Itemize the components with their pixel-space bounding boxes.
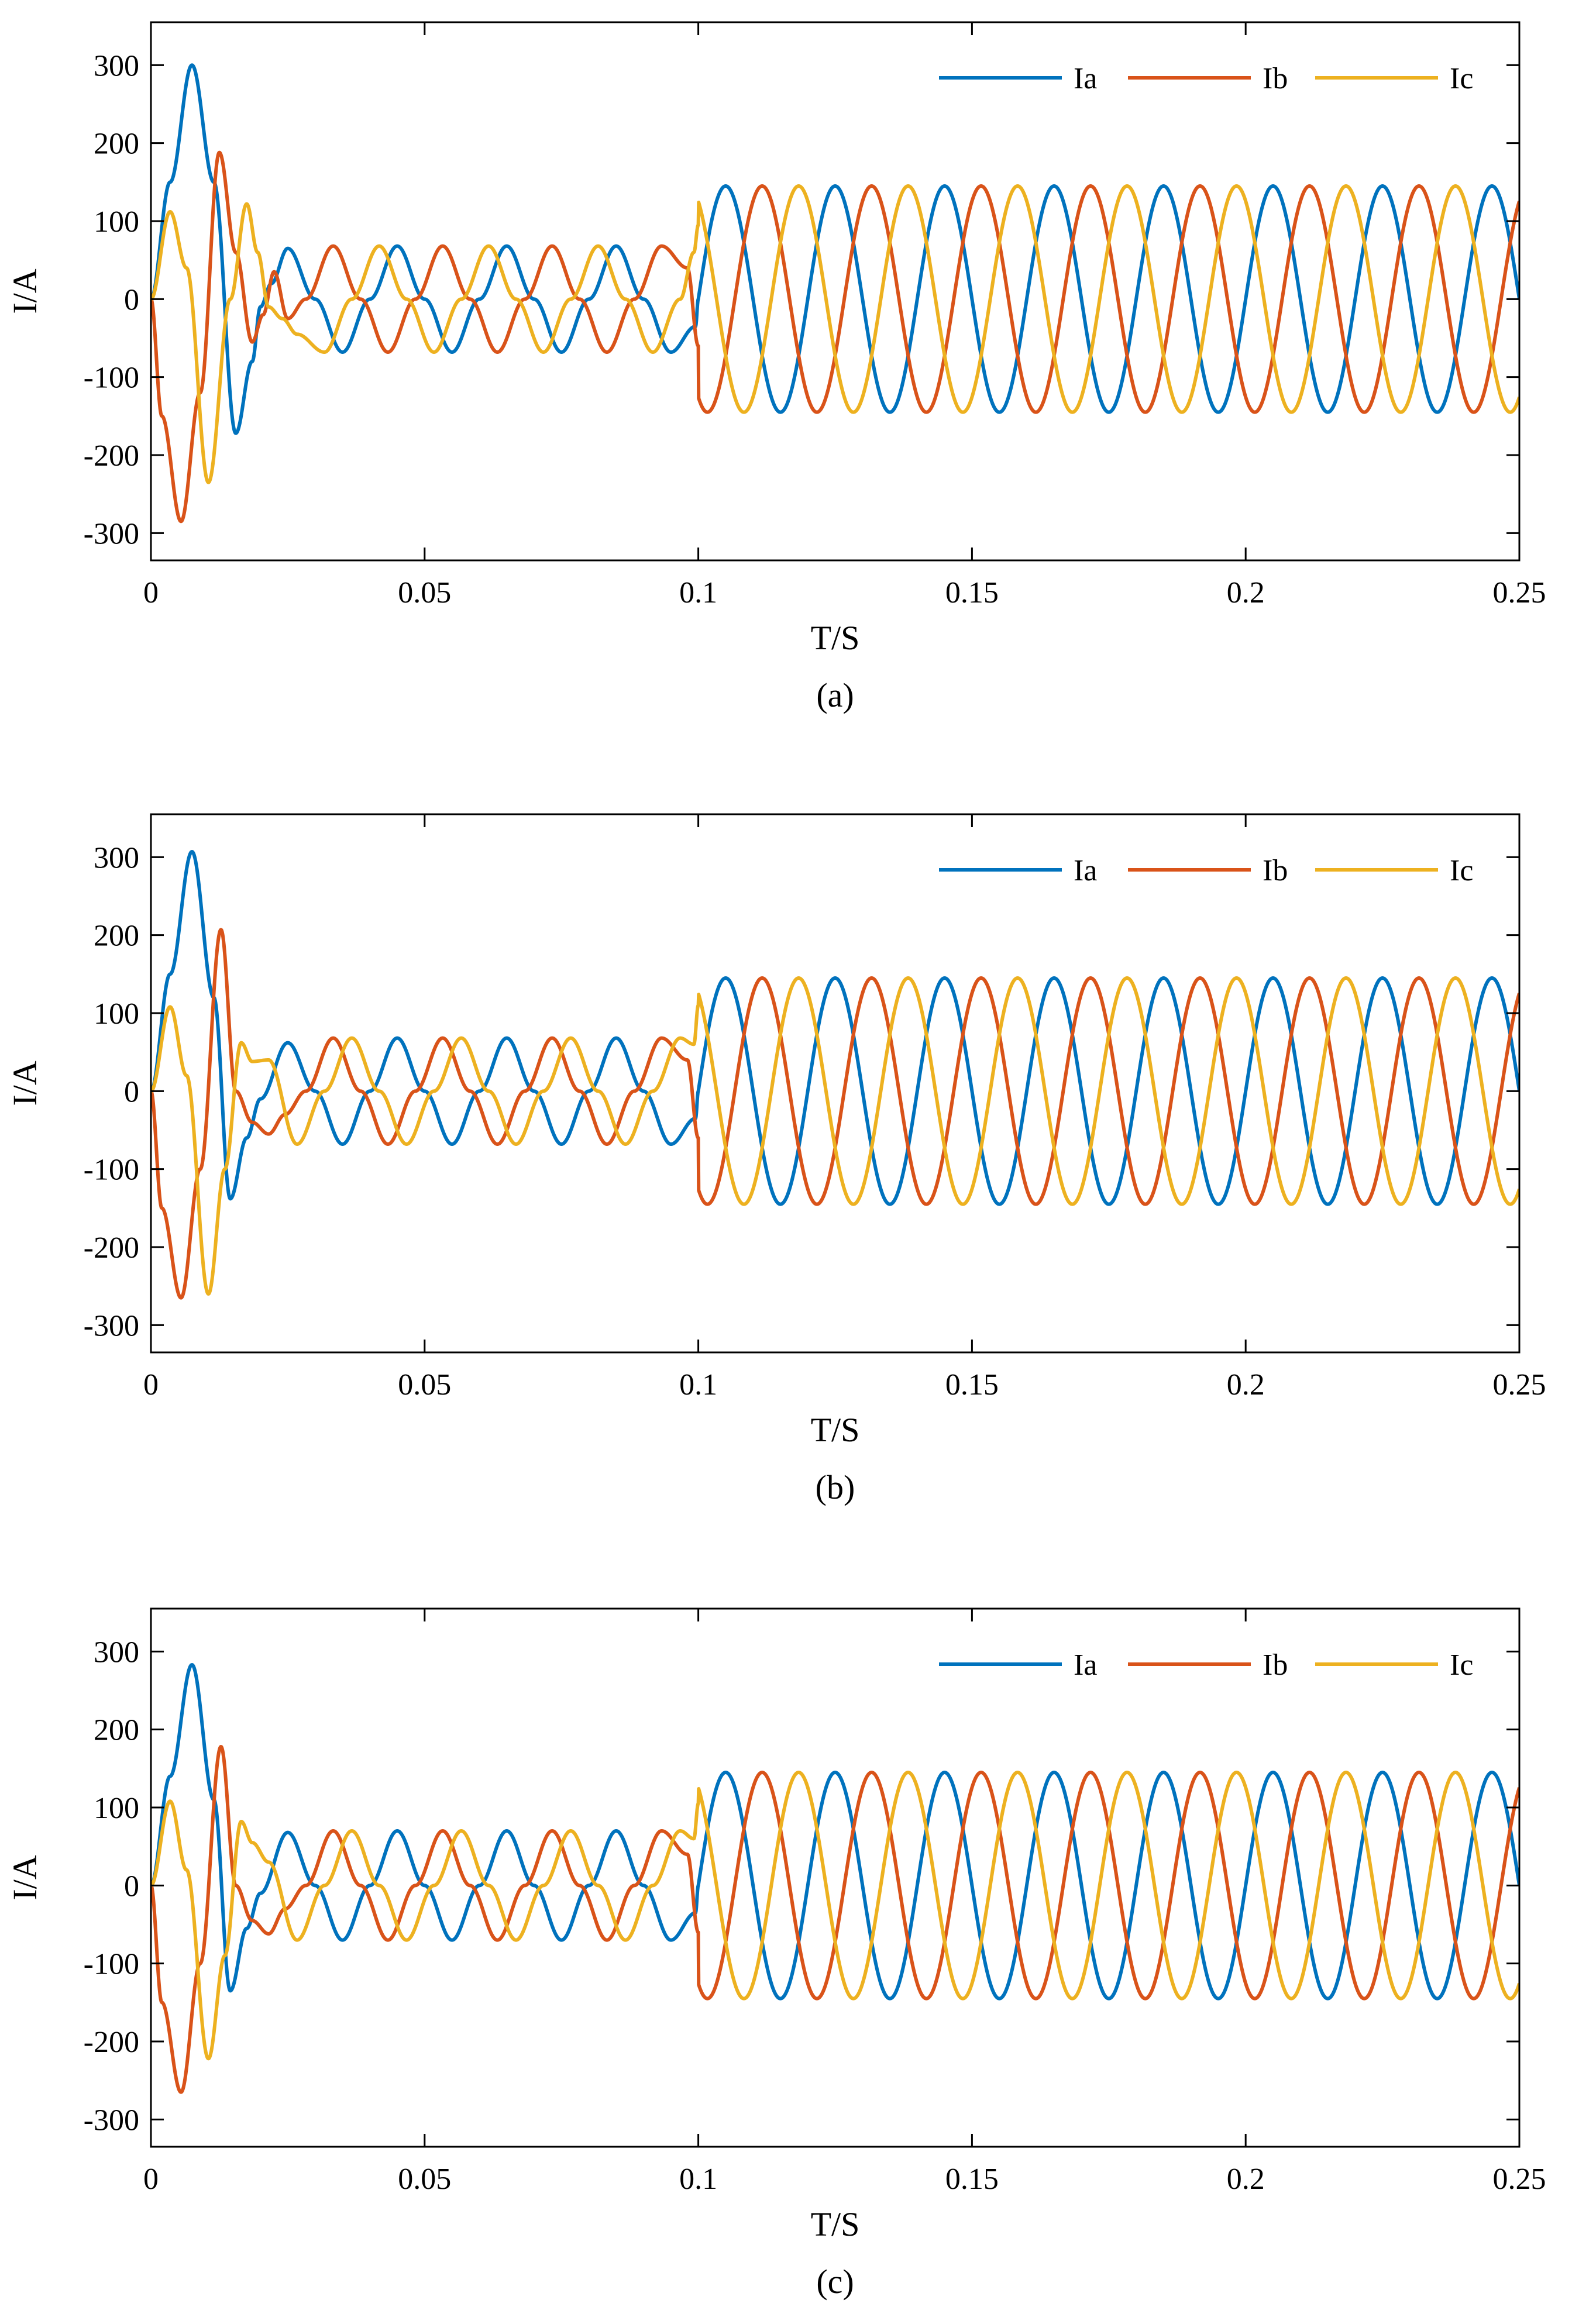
y-tick-label: 300 [94, 1636, 139, 1669]
x-tick-label: 0 [143, 1368, 159, 1402]
y-tick-label: -100 [84, 1154, 139, 1187]
x-tick-label: 0 [143, 2163, 159, 2196]
series-line-ic [151, 1771, 1519, 2061]
x-tick-label: 0.05 [398, 576, 451, 610]
chart-panel-a: 0 0.05 0.1 0.15 0.2 0.25 -300 -200 -100 0 100 200 30… [6, 21, 1546, 714]
y-tick-label: -300 [84, 517, 139, 550]
x-tick-label: 0.25 [1493, 576, 1546, 610]
panel-caption: (b) [816, 1468, 855, 1506]
series-line-ia [151, 63, 1519, 435]
legend-label-ia: Ia [1074, 854, 1097, 887]
y-tick-label: 100 [94, 1792, 139, 1825]
y-tick-label: -100 [84, 361, 139, 395]
y-tick-label: 200 [94, 920, 139, 953]
x-tick-label: 0.05 [398, 2163, 451, 2196]
x-tick-label: 0.1 [679, 2163, 717, 2196]
x-tick-label: 0.1 [679, 576, 717, 610]
legend-label-ib: Ib [1263, 62, 1288, 95]
series-line-ic [151, 184, 1519, 484]
y-axis-title: I/A [6, 1061, 44, 1106]
y-tick-label: 200 [94, 128, 139, 161]
x-tick-label: 0 [143, 576, 159, 610]
chart-panel-b: 0 0.05 0.1 0.15 0.2 0.25 -300 -200 -100 0 100 200 30… [6, 813, 1546, 1506]
x-axis-title: T/S [811, 619, 860, 657]
panel-caption: (c) [816, 2263, 854, 2301]
legend-label-ia: Ia [1074, 1648, 1097, 1682]
plot-frame [150, 21, 1521, 562]
x-tick-label: 0.2 [1227, 576, 1265, 610]
y-tick-label: 100 [94, 997, 139, 1031]
y-tick-label: 200 [94, 1714, 139, 1747]
chart-panel-c: 0 0.05 0.1 0.15 0.2 0.25 -300 -200 -100 0 100 200 30… [6, 1607, 1546, 2301]
x-tick-label: 0.15 [945, 1368, 999, 1402]
x-tick-label: 0.05 [398, 1368, 451, 1402]
y-tick-label: -200 [84, 1231, 139, 1265]
legend-label-ib: Ib [1263, 1648, 1288, 1682]
x-tick-label: 0.25 [1493, 2163, 1546, 2196]
x-axis-title: T/S [811, 1411, 860, 1449]
y-tick-label: 300 [94, 841, 139, 874]
y-axis-title: I/A [6, 1855, 44, 1900]
y-tick-label: 300 [94, 49, 139, 82]
x-tick-label: 0.25 [1493, 1368, 1546, 1402]
y-tick-label: 0 [124, 283, 139, 316]
series-line-ic [151, 976, 1519, 1296]
y-tick-label: -300 [84, 2103, 139, 2137]
x-tick-label: 0.15 [945, 576, 999, 610]
plot-frame [150, 813, 1521, 1354]
legend-label-ib: Ib [1263, 854, 1288, 887]
legend-label-ic: Ic [1450, 854, 1473, 887]
legend-label-ic: Ic [1450, 1648, 1473, 1682]
y-tick-label: -200 [84, 2026, 139, 2059]
x-tick-label: 0.1 [679, 1368, 717, 1402]
legend-label-ia: Ia [1074, 62, 1097, 95]
panel-caption: (a) [816, 676, 854, 714]
plot-frame [150, 1607, 1521, 2148]
x-axis-title: T/S [811, 2205, 860, 2243]
y-tick-label: 100 [94, 205, 139, 239]
x-tick-label: 0.2 [1227, 2163, 1265, 2196]
y-tick-label: -300 [84, 1309, 139, 1342]
y-tick-label: -200 [84, 439, 139, 473]
y-tick-label: 0 [124, 1075, 139, 1108]
y-axis-title: I/A [6, 268, 44, 314]
y-tick-label: 0 [124, 1869, 139, 1903]
x-tick-label: 0.15 [945, 2163, 999, 2196]
y-tick-label: -100 [84, 1948, 139, 1981]
legend-label-ic: Ic [1450, 62, 1473, 95]
x-tick-label: 0.2 [1227, 1368, 1265, 1402]
